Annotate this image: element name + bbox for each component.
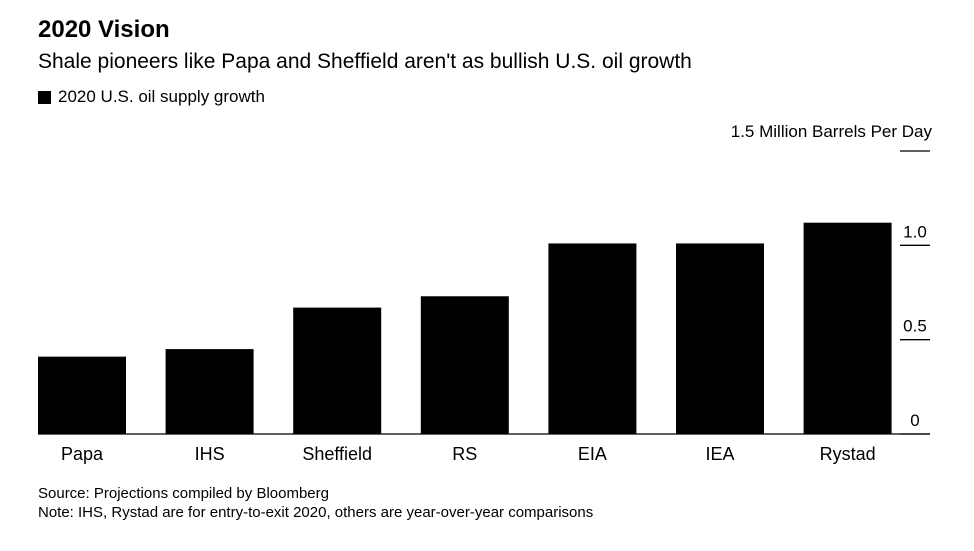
x-tick-label: EIA: [578, 444, 607, 464]
legend: 2020 U.S. oil supply growth: [38, 87, 265, 107]
x-tick-label: Rystad: [820, 444, 876, 464]
chart-title: 2020 Vision: [38, 16, 170, 43]
x-tick-label: IHS: [195, 444, 225, 464]
y-tick-label: 0.5: [903, 317, 927, 336]
bar: [38, 356, 126, 434]
x-tick-label: IEA: [705, 444, 734, 464]
bar: [548, 243, 637, 434]
bar: [803, 222, 892, 434]
x-tick-label: RS: [452, 444, 477, 464]
bar: [676, 243, 764, 434]
x-tick-label: Papa: [61, 444, 104, 464]
y-tick-label: 1.0: [903, 222, 927, 241]
chart-subtitle: Shale pioneers like Papa and Sheffield a…: [38, 50, 692, 73]
y-tick-label: 0: [910, 411, 919, 430]
legend-swatch: [38, 90, 51, 104]
bar: [293, 307, 382, 434]
methodology-note: Note: IHS, Rystad are for entry-to-exit …: [38, 504, 594, 521]
bar: [420, 296, 509, 434]
legend-label: 2020 U.S. oil supply growth: [58, 87, 265, 106]
source-note: Source: Projections compiled by Bloomber…: [38, 485, 329, 502]
y-axis-unit-label: 1.5 Million Barrels Per Day: [730, 122, 932, 141]
bar: [165, 349, 254, 434]
footer: Source: Projections compiled by Bloomber…: [38, 484, 593, 522]
x-tick-label: Sheffield: [302, 444, 372, 464]
